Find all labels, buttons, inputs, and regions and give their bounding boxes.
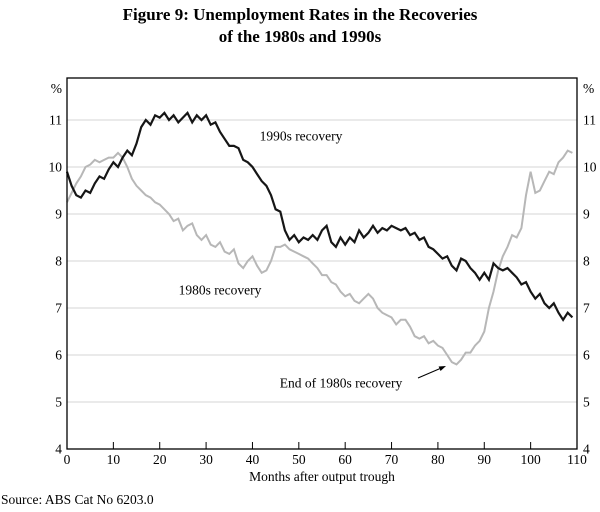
y-tick-label-right-10: 10 — [583, 160, 597, 175]
y-axis-unit-left: % — [51, 81, 62, 96]
y-tick-label-left-8: 8 — [55, 254, 62, 269]
y-tick-label-right-6: 6 — [583, 348, 590, 363]
y-tick-label-right-8: 8 — [583, 254, 590, 269]
figure-title-line-1: Figure 9: Unemployment Rates in the Reco… — [122, 5, 478, 24]
x-tick-label-50: 50 — [292, 452, 306, 467]
y-tick-label-left-6: 6 — [55, 348, 62, 363]
x-tick-label-80: 80 — [431, 452, 445, 467]
y-tick-label-left-5: 5 — [55, 395, 62, 410]
x-tick-label-90: 90 — [478, 452, 492, 467]
plot-frame — [66, 77, 578, 450]
y-tick-label-left-11: 11 — [49, 113, 62, 128]
source-note: Source: ABS Cat No 6203.0 — [1, 492, 154, 507]
y-axis-unit-right: % — [583, 81, 594, 96]
x-tick-label-60: 60 — [338, 452, 352, 467]
label-1990s-recovery: 1990s recovery — [260, 129, 343, 144]
y-tick-label-left-7: 7 — [55, 301, 62, 316]
y-tick-label-left-4: 4 — [55, 442, 62, 457]
label-1980s-recovery: 1980s recovery — [179, 283, 262, 298]
label-end-of-1980s-recovery: End of 1980s recovery — [280, 376, 403, 391]
y-tick-label-left-9: 9 — [55, 207, 62, 222]
x-tick-label-100: 100 — [521, 452, 542, 467]
x-axis-title: Months after output trough — [249, 469, 395, 484]
y-tick-label-right-9: 9 — [583, 207, 590, 222]
y-tick-label-right-4: 4 — [583, 442, 590, 457]
y-tick-label-right-5: 5 — [583, 395, 590, 410]
x-tick-label-40: 40 — [246, 452, 260, 467]
label-end-of-1980s-recovery-arrow-head — [438, 366, 446, 372]
x-tick-label-70: 70 — [385, 452, 399, 467]
y-tick-label-left-10: 10 — [49, 160, 63, 175]
x-tick-label-110: 110 — [567, 452, 587, 467]
label-end-of-1980s-recovery-arrow-line — [417, 368, 440, 379]
x-tick-label-0: 0 — [64, 452, 71, 467]
figure-title: Figure 9: Unemployment Rates in the Reco… — [0, 4, 600, 48]
x-tick-label-10: 10 — [107, 452, 121, 467]
series-1980s-recovery-line — [66, 149, 573, 366]
figure-title-line-2: of the 1980s and 1990s — [218, 27, 382, 46]
y-tick-label-right-7: 7 — [583, 301, 590, 316]
x-tick-label-30: 30 — [199, 452, 213, 467]
y-tick-label-right-11: 11 — [583, 113, 596, 128]
series-1990s-recovery-line — [65, 111, 574, 322]
x-tick-label-20: 20 — [153, 452, 167, 467]
